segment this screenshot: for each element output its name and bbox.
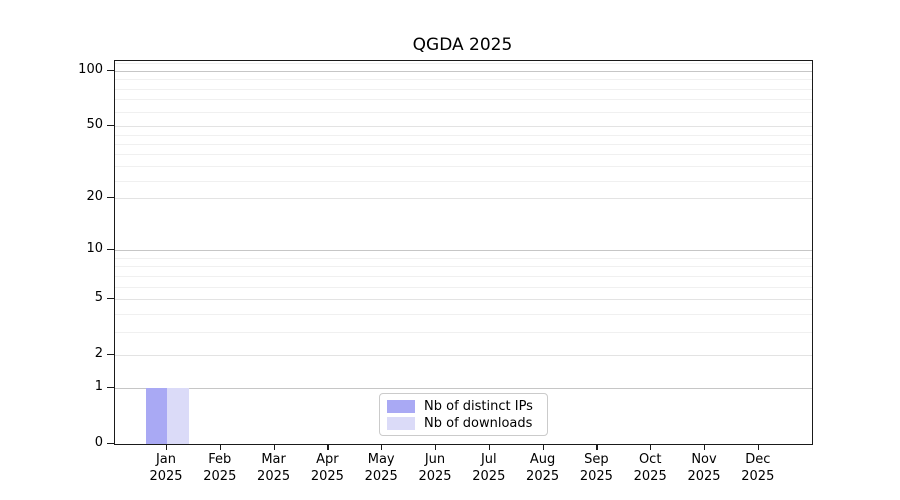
y-tick-label: 10 (86, 241, 103, 257)
x-tick-label: Sep 2025 (579, 452, 613, 484)
gridline-minor (115, 166, 812, 168)
y-tick-mark (107, 196, 114, 199)
x-tick-label: Feb 2025 (203, 452, 237, 484)
gridline-major (115, 299, 812, 301)
gridline-minor (115, 257, 812, 259)
x-tick-label: Aug 2025 (526, 452, 560, 484)
legend-swatch-downloads-icon (387, 417, 415, 430)
y-tick-label: 5 (94, 290, 103, 306)
gridline-major (115, 250, 812, 252)
y-tick-mark (107, 354, 114, 356)
gridline-minor (115, 266, 812, 268)
y-tick-mark (107, 386, 114, 389)
legend: Nb of distinct IPs Nb of downloads (379, 393, 548, 436)
gridline-minor (115, 154, 812, 156)
gridline-minor (115, 63, 812, 65)
x-tick-label: May 2025 (364, 452, 398, 484)
gridline-minor (115, 286, 812, 288)
bar-downloads (167, 387, 189, 444)
x-tick-mark (542, 444, 544, 450)
x-tick-label: Mar 2025 (257, 452, 291, 484)
gridline-minor (115, 331, 812, 333)
x-tick-mark (327, 444, 329, 450)
y-tick-label: 50 (86, 117, 103, 133)
gridline-minor (115, 275, 812, 277)
gridline-major (115, 197, 812, 199)
gridline-minor (115, 134, 812, 136)
x-tick-label: Dec 2025 (741, 452, 775, 484)
x-tick-label: Jul 2025 (472, 452, 506, 484)
y-tick-label: 1 (94, 378, 103, 394)
gridline-minor (115, 180, 812, 182)
x-tick-mark (219, 444, 221, 450)
y-tick-label: 100 (78, 62, 103, 77)
x-tick-mark (488, 444, 490, 450)
legend-swatch-distinct-ips-icon (387, 400, 415, 413)
bar-distinct-ips (145, 387, 167, 444)
plot-area: Nb of distinct IPs Nb of downloads (114, 60, 813, 445)
x-tick-mark (757, 444, 759, 450)
x-tick-label: Jun 2025 (418, 452, 452, 484)
gridline-minor (115, 313, 812, 315)
y-tick-mark (107, 125, 114, 127)
y-tick-label: 2 (94, 346, 103, 362)
x-tick-label: Jan 2025 (149, 452, 183, 484)
x-tick-label: Nov 2025 (687, 452, 721, 484)
x-tick-mark (381, 444, 383, 450)
x-tick-mark (650, 444, 652, 450)
x-tick-mark (435, 444, 437, 450)
gridline-major (115, 387, 812, 389)
gridline-major (115, 126, 812, 128)
y-tick-label: 0 (94, 435, 103, 450)
y-tick-mark (107, 298, 114, 300)
gridline-minor (115, 111, 812, 113)
legend-label-downloads: Nb of downloads (424, 416, 533, 431)
y-tick-mark (107, 249, 114, 251)
legend-item-downloads: Nb of downloads (387, 415, 547, 432)
x-tick-mark (273, 444, 275, 450)
gridline-major (115, 71, 812, 72)
x-tick-label: Apr 2025 (310, 452, 344, 484)
gridline-minor (115, 143, 812, 145)
x-tick-label: Oct 2025 (633, 452, 667, 484)
x-tick-mark (596, 444, 598, 450)
y-tick-label: 20 (86, 188, 103, 204)
legend-label-distinct-ips: Nb of distinct IPs (424, 399, 533, 414)
x-tick-mark (166, 444, 168, 450)
y-tick-mark (107, 443, 114, 445)
x-tick-mark (704, 444, 706, 450)
legend-item-distinct-ips: Nb of distinct IPs (387, 398, 547, 415)
gridline-major (115, 355, 812, 357)
y-tick-mark (107, 70, 114, 72)
chart-title: QGDA 2025 (412, 35, 513, 55)
gridline-minor (115, 99, 812, 101)
gridline-minor (115, 79, 812, 81)
gridline-minor (115, 88, 812, 90)
